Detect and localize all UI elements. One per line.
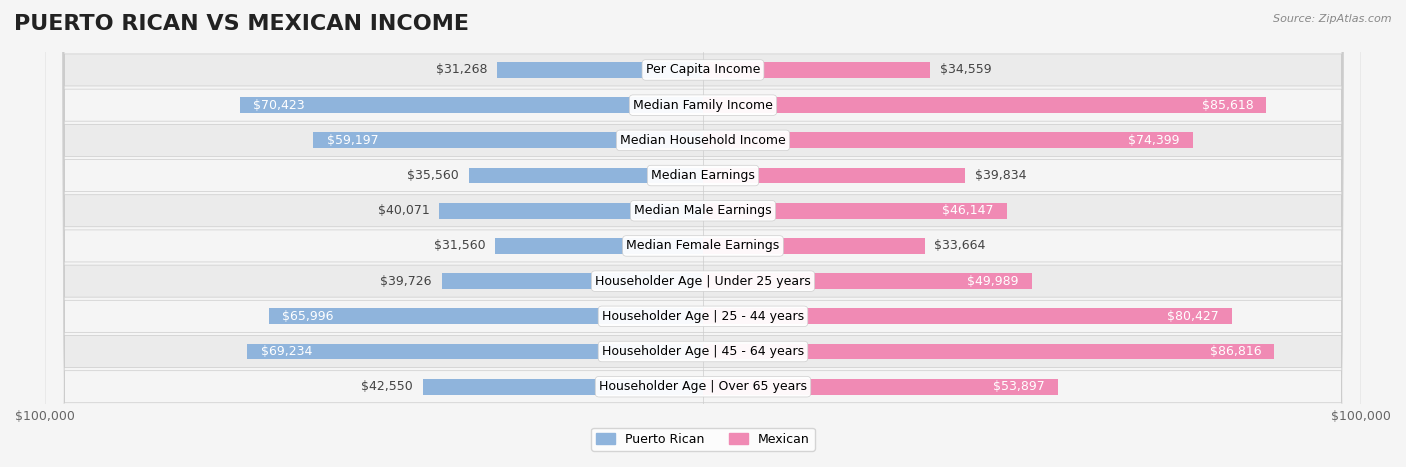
Text: $42,550: $42,550 <box>361 380 413 393</box>
Bar <box>247 344 703 360</box>
FancyBboxPatch shape <box>45 0 1361 467</box>
Text: Householder Age | Under 25 years: Householder Age | Under 25 years <box>595 275 811 288</box>
Text: Median Household Income: Median Household Income <box>620 134 786 147</box>
Bar <box>703 203 1007 219</box>
FancyBboxPatch shape <box>45 0 1361 467</box>
Bar <box>423 379 703 395</box>
Text: $49,989: $49,989 <box>967 275 1019 288</box>
Text: $70,423: $70,423 <box>253 99 304 112</box>
FancyBboxPatch shape <box>45 0 1361 467</box>
FancyBboxPatch shape <box>45 0 1361 467</box>
Text: Source: ZipAtlas.com: Source: ZipAtlas.com <box>1274 14 1392 24</box>
Text: Median Earnings: Median Earnings <box>651 169 755 182</box>
Text: $39,834: $39,834 <box>974 169 1026 182</box>
FancyBboxPatch shape <box>45 0 1361 467</box>
Text: PUERTO RICAN VS MEXICAN INCOME: PUERTO RICAN VS MEXICAN INCOME <box>14 14 470 34</box>
Bar <box>470 168 703 184</box>
Bar <box>703 168 965 184</box>
Bar <box>703 344 1274 360</box>
Text: $80,427: $80,427 <box>1167 310 1219 323</box>
Text: $59,197: $59,197 <box>326 134 378 147</box>
Text: Householder Age | 25 - 44 years: Householder Age | 25 - 44 years <box>602 310 804 323</box>
Text: $69,234: $69,234 <box>260 345 312 358</box>
Bar <box>703 97 1267 113</box>
Bar <box>498 62 703 78</box>
Text: Householder Age | 45 - 64 years: Householder Age | 45 - 64 years <box>602 345 804 358</box>
Text: Median Male Earnings: Median Male Earnings <box>634 204 772 217</box>
Text: $86,816: $86,816 <box>1209 345 1261 358</box>
Bar <box>439 203 703 219</box>
Text: $53,897: $53,897 <box>993 380 1045 393</box>
Text: $33,664: $33,664 <box>935 240 986 253</box>
Text: $31,268: $31,268 <box>436 64 488 77</box>
Text: $31,560: $31,560 <box>434 240 485 253</box>
FancyBboxPatch shape <box>45 0 1361 467</box>
Bar <box>703 62 931 78</box>
Text: $46,147: $46,147 <box>942 204 994 217</box>
Bar <box>269 308 703 324</box>
Bar <box>703 273 1032 289</box>
Bar <box>239 97 703 113</box>
FancyBboxPatch shape <box>45 0 1361 467</box>
Bar <box>703 133 1192 148</box>
Bar <box>703 379 1057 395</box>
Legend: Puerto Rican, Mexican: Puerto Rican, Mexican <box>591 428 815 451</box>
Bar <box>703 238 925 254</box>
Text: $65,996: $65,996 <box>281 310 333 323</box>
Text: $34,559: $34,559 <box>941 64 991 77</box>
FancyBboxPatch shape <box>45 0 1361 467</box>
Text: $39,726: $39,726 <box>380 275 432 288</box>
Text: $74,399: $74,399 <box>1128 134 1180 147</box>
Bar <box>495 238 703 254</box>
Bar <box>441 273 703 289</box>
Bar <box>703 308 1232 324</box>
Text: Per Capita Income: Per Capita Income <box>645 64 761 77</box>
FancyBboxPatch shape <box>45 0 1361 467</box>
FancyBboxPatch shape <box>45 0 1361 467</box>
Text: Householder Age | Over 65 years: Householder Age | Over 65 years <box>599 380 807 393</box>
Text: Median Female Earnings: Median Female Earnings <box>627 240 779 253</box>
Text: $35,560: $35,560 <box>408 169 460 182</box>
Text: $40,071: $40,071 <box>378 204 429 217</box>
Bar <box>314 133 703 148</box>
Text: Median Family Income: Median Family Income <box>633 99 773 112</box>
Text: $85,618: $85,618 <box>1202 99 1253 112</box>
